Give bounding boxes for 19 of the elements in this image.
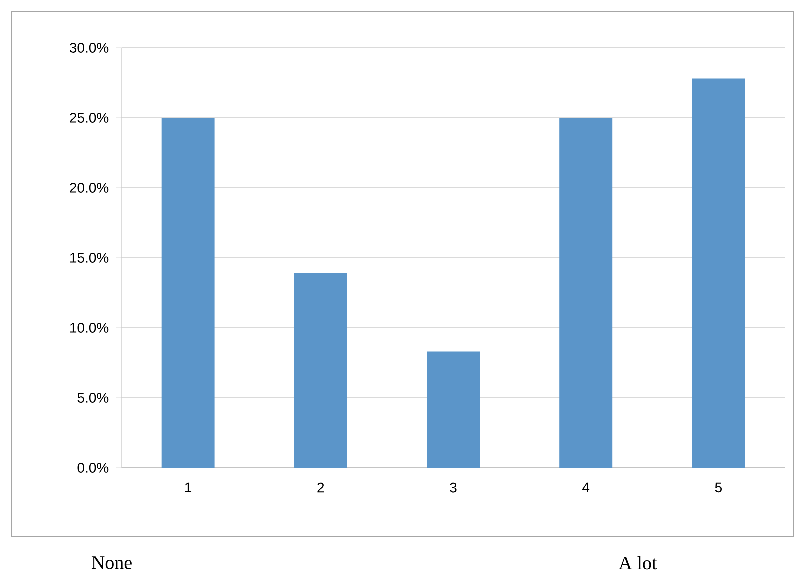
text: A lot: [618, 556, 658, 570]
y-tick-label: 5.0%: [78, 393, 109, 403]
bar: [427, 352, 480, 468]
bar: [162, 118, 215, 468]
bar: [294, 273, 348, 468]
x-tick-label: 4: [582, 482, 590, 492]
bar: [692, 78, 746, 468]
y-tick-label: 0.0%: [78, 463, 109, 473]
y-tick-label: 15.0%: [70, 253, 109, 263]
x-tick-label: 2: [318, 482, 324, 493]
x-tick-label: 5: [715, 482, 722, 493]
x-tick-label: 3: [450, 482, 457, 493]
y-tick-label: 10.0%: [70, 323, 109, 333]
y-tick-label: 30.0%: [70, 43, 109, 53]
text: None: [92, 556, 132, 570]
bar: [560, 118, 613, 468]
y-tick-label: 25.0%: [70, 113, 109, 123]
x-tick-label: 1: [185, 482, 192, 492]
y-tick-label: 20.0%: [70, 183, 109, 193]
